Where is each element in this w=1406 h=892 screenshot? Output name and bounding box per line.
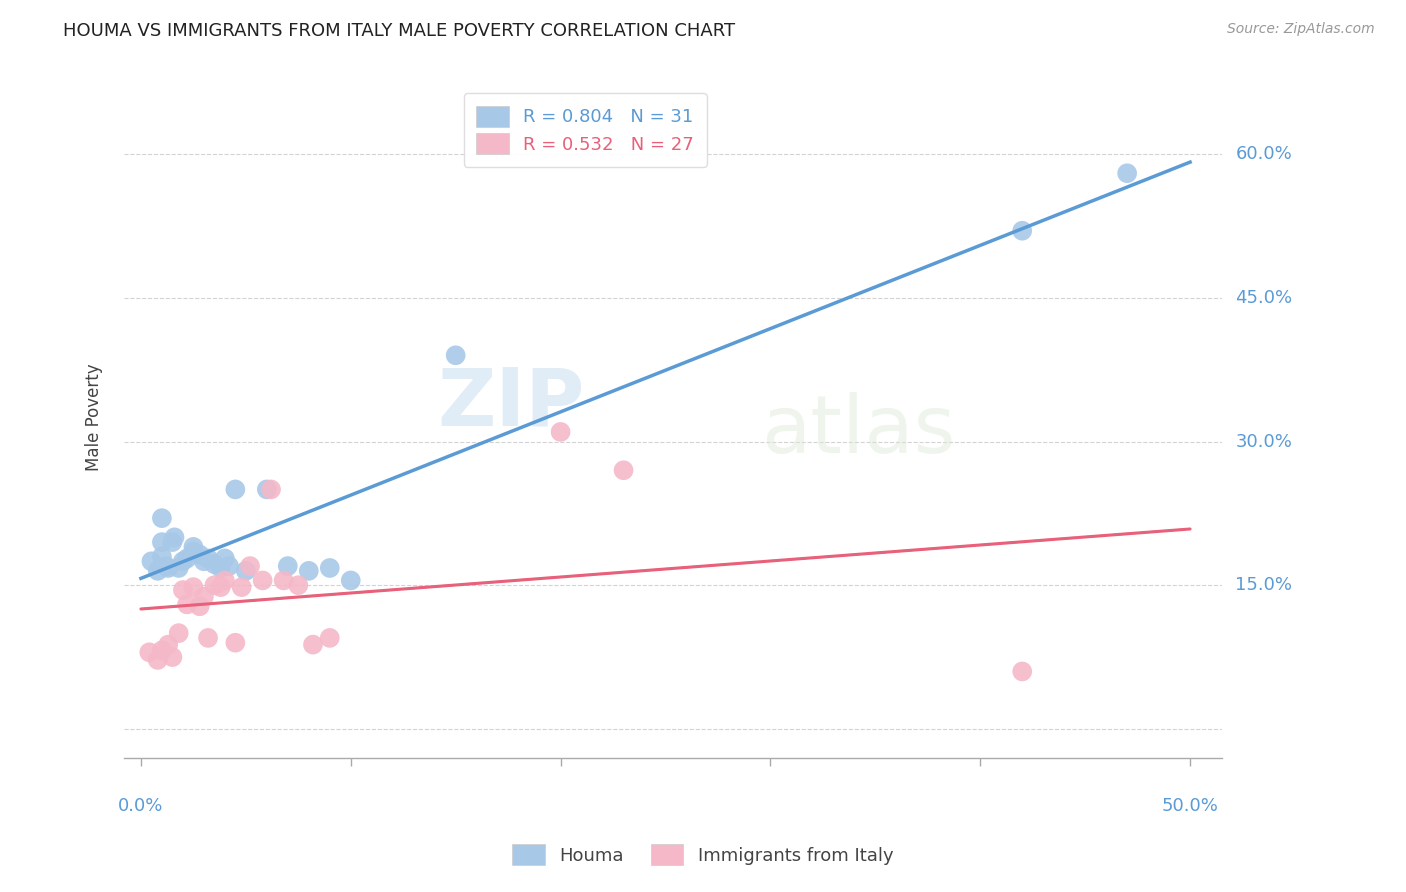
Point — [209, 580, 232, 594]
Point — [273, 574, 295, 588]
Point — [1116, 166, 1139, 180]
Point — [193, 590, 215, 604]
Point — [1011, 665, 1033, 679]
Point — [157, 561, 180, 575]
Text: HOUMA VS IMMIGRANTS FROM ITALY MALE POVERTY CORRELATION CHART: HOUMA VS IMMIGRANTS FROM ITALY MALE POVE… — [63, 22, 735, 40]
Point — [197, 631, 219, 645]
Point — [193, 554, 215, 568]
Legend: R = 0.804   N = 31, R = 0.532   N = 27: R = 0.804 N = 31, R = 0.532 N = 27 — [464, 94, 707, 167]
Point — [277, 559, 299, 574]
Point — [550, 425, 572, 439]
Point — [138, 645, 160, 659]
Point — [202, 557, 225, 571]
Point — [150, 535, 173, 549]
Text: Source: ZipAtlas.com: Source: ZipAtlas.com — [1227, 22, 1375, 37]
Point — [235, 564, 257, 578]
Point — [163, 530, 186, 544]
Point — [197, 551, 219, 566]
Point — [256, 483, 278, 497]
Point — [202, 578, 225, 592]
Text: 50.0%: 50.0% — [1161, 797, 1219, 814]
Point — [176, 551, 198, 566]
Point — [167, 561, 190, 575]
Point — [224, 636, 246, 650]
Point — [231, 580, 253, 594]
Text: 30.0%: 30.0% — [1236, 433, 1292, 450]
Point — [209, 561, 232, 575]
Text: 60.0%: 60.0% — [1236, 145, 1292, 163]
Point — [183, 540, 205, 554]
Point — [183, 580, 205, 594]
Point — [260, 483, 283, 497]
Text: ZIP: ZIP — [437, 365, 585, 443]
Point — [150, 643, 173, 657]
Point — [188, 548, 211, 562]
Point — [146, 653, 169, 667]
Point — [1011, 224, 1033, 238]
Point — [339, 574, 361, 588]
Point — [183, 544, 205, 558]
Text: 45.0%: 45.0% — [1236, 289, 1292, 307]
Point — [612, 463, 634, 477]
Point — [214, 551, 236, 566]
Y-axis label: Male Poverty: Male Poverty — [86, 364, 103, 471]
Point — [239, 559, 262, 574]
Point — [167, 626, 190, 640]
Point — [224, 483, 246, 497]
Point — [150, 549, 173, 564]
Point — [214, 574, 236, 588]
Point — [252, 574, 274, 588]
Point — [157, 638, 180, 652]
Text: 0.0%: 0.0% — [118, 797, 163, 814]
Point — [176, 598, 198, 612]
Point — [172, 554, 194, 568]
Point — [319, 631, 342, 645]
Point — [218, 559, 240, 574]
Point — [155, 559, 177, 574]
Point — [141, 554, 163, 568]
Point — [188, 599, 211, 614]
Text: 15.0%: 15.0% — [1236, 576, 1292, 594]
Point — [444, 348, 467, 362]
Point — [150, 511, 173, 525]
Point — [146, 564, 169, 578]
Point — [302, 638, 325, 652]
Point — [319, 561, 342, 575]
Point — [287, 578, 309, 592]
Point — [298, 564, 321, 578]
Text: atlas: atlas — [761, 392, 955, 470]
Legend: Houma, Immigrants from Italy: Houma, Immigrants from Italy — [505, 837, 901, 872]
Point — [162, 535, 184, 549]
Point — [162, 650, 184, 665]
Point — [172, 582, 194, 597]
